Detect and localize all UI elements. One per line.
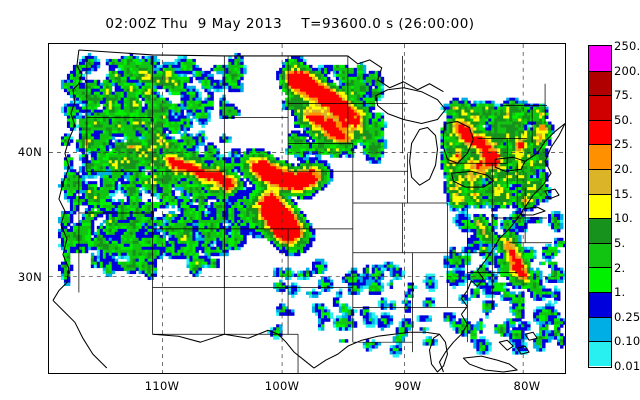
colorbar-label-5: 20. [614, 162, 633, 177]
colorbar-label-4: 25. [614, 137, 633, 152]
colorbar-label-9: 2. [614, 260, 626, 275]
colorbar-label-7: 10. [614, 211, 633, 226]
colorbar-tick-labels: 250. 200. 75. 50. 25. 20. 15. 10. 5. 2. 1. 0.25 0.10… [614, 38, 640, 378]
figure-title: 02:00Z Thu 9 May 2013 T=93600.0 s (26:00… [105, 16, 475, 32]
state-boundaries [78, 55, 553, 373]
x-tick-80w: 80W [513, 379, 541, 393]
coastlines [52, 49, 565, 373]
colorbar-band-8 [589, 242, 611, 268]
colorbar-label-13: 0.01 [614, 359, 640, 373]
colorbar-band-4 [589, 144, 611, 170]
x-tick-100w: 100W [264, 379, 300, 393]
y-tick-30n: 30N [17, 270, 42, 284]
graticule [49, 44, 565, 373]
colorbar-label-3: 50. [614, 112, 633, 127]
colorbar-band-7 [589, 218, 611, 243]
colorbar-band-5 [589, 169, 611, 194]
colorbar-label-2: 75. [614, 88, 633, 103]
colorbar-band-9 [589, 267, 611, 293]
x-tick-90w: 90W [394, 379, 422, 393]
colorbar-label-12: 0.10 [614, 334, 640, 349]
colorbar-band-11 [589, 316, 611, 342]
y-tick-40n: 40N [17, 145, 42, 159]
colorbar-band-6 [589, 193, 611, 219]
map-canvas [49, 44, 565, 373]
colorbar-band-1 [589, 70, 611, 96]
colorbar-label-0: 250. [614, 39, 640, 53]
colorbar-band-0 [589, 46, 611, 71]
colorbar-band-2 [589, 95, 611, 120]
colorbar-label-8: 5. [614, 235, 626, 250]
colorbar-label-10: 1. [614, 285, 626, 300]
colorbar-label-11: 0.25 [614, 309, 640, 324]
x-tick-110w: 110W [144, 379, 180, 393]
colorbar-band-3 [589, 119, 611, 145]
map-plot-area [48, 43, 566, 374]
precipitation-field [57, 52, 565, 358]
colorbar-label-1: 200. [614, 63, 640, 78]
colorbar-band-10 [589, 292, 611, 317]
colorbar-band-12 [589, 341, 611, 366]
colorbar-label-6: 15. [614, 186, 633, 201]
colorbar [588, 45, 612, 368]
